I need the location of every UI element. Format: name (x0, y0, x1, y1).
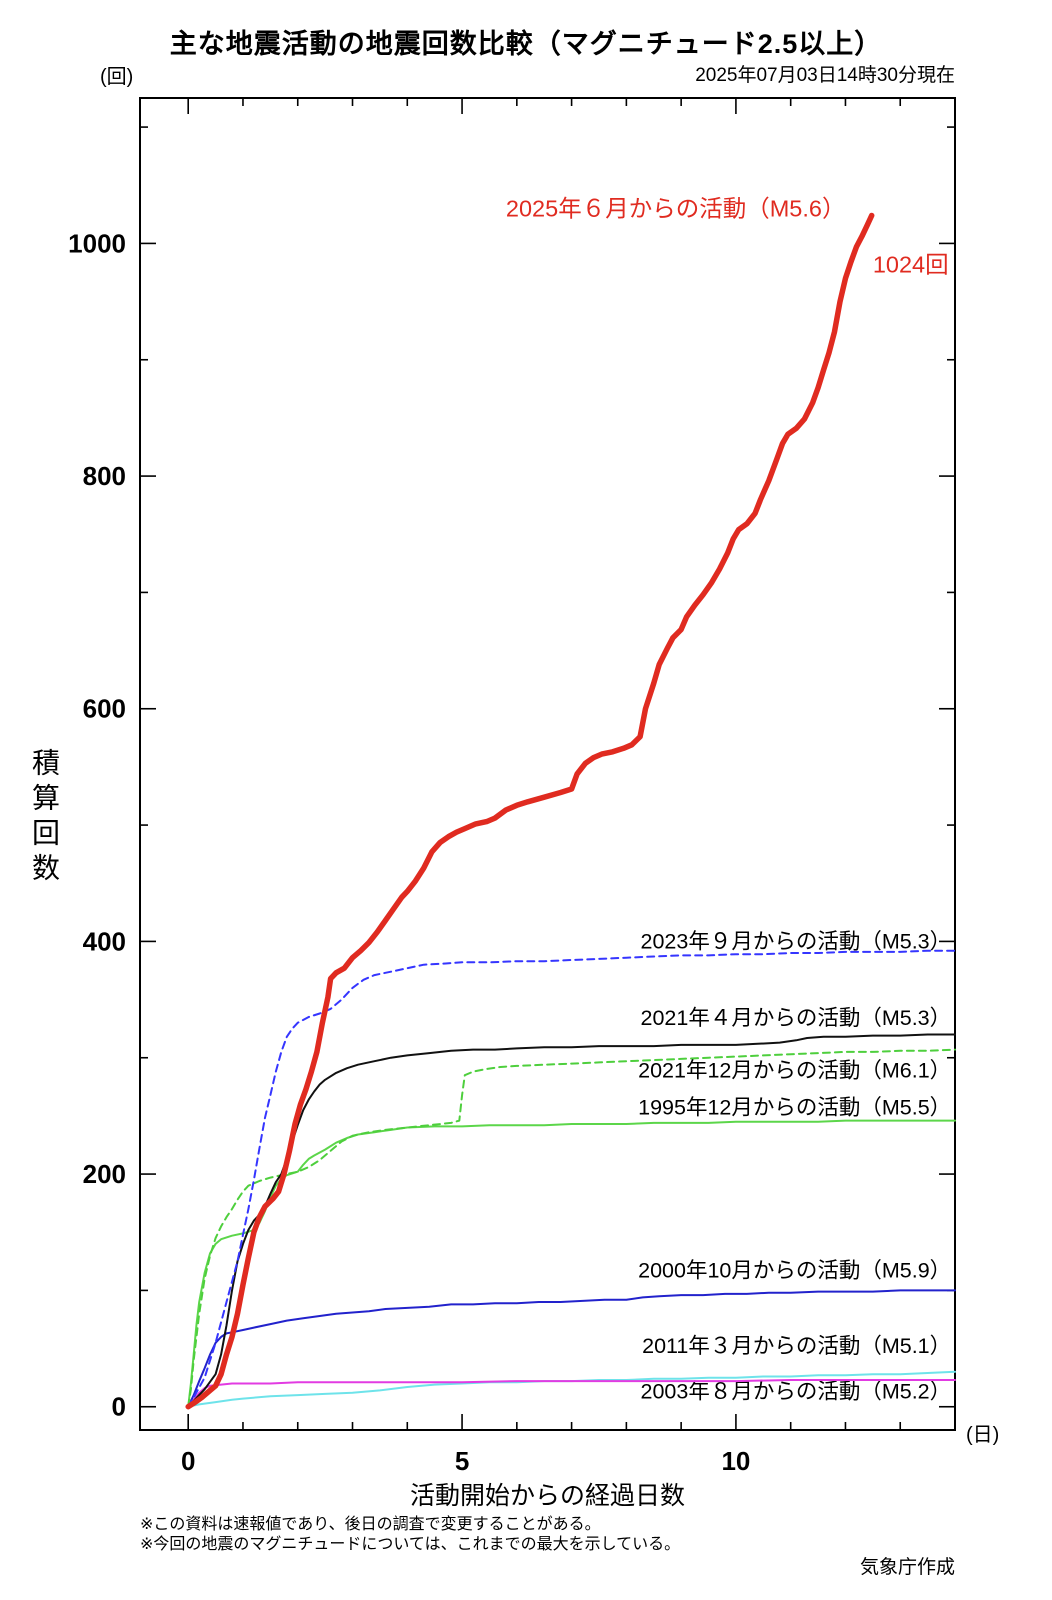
series-line-2000-10 (187, 1289, 956, 1408)
series-line-2021-12 (187, 1048, 956, 1408)
footnote-line-1: ※この資料は速報値であり、後日の調査で変更することがある。 (140, 1516, 601, 1533)
x-tick-label: 5 (455, 1446, 469, 1476)
series-label-2000-10: 2000年10月からの活動（M5.9） (638, 1259, 951, 1283)
y-axis-title: 積算回数 (29, 748, 60, 888)
y-axis-unit-label: (回) (100, 66, 134, 88)
y-tick-label: 0 (112, 1392, 126, 1422)
series-line-1995-12 (187, 1119, 956, 1408)
x-axis-unit-label: (日) (966, 1424, 1000, 1446)
y-tick-label: 800 (83, 461, 126, 491)
series-label-2003-08: 2003年８月からの活動（M5.2） (641, 1380, 952, 1404)
timestamp: 2025年07月03日14時30分現在 (695, 65, 955, 86)
series-line-2023-09 (187, 949, 956, 1408)
series-label-1995-12: 1995年12月からの活動（M5.5） (638, 1096, 951, 1120)
series-label-2021-12: 2021年12月からの活動（M6.1） (638, 1059, 951, 1083)
footnote-line-2: ※今回の地震のマグニチュードについては、これまでの最大を示している。 (140, 1536, 681, 1553)
y-tick-label: 400 (83, 926, 126, 956)
chart-annotation-0: 1024回 (873, 251, 949, 277)
series-line-2025-06 (185, 212, 875, 1410)
y-tick-label: 200 (83, 1159, 126, 1189)
series-line-2021-04 (187, 1033, 956, 1408)
series-label-2021-04: 2021年４月からの活動（M5.3） (641, 1006, 952, 1030)
y-tick-label: 600 (83, 694, 126, 724)
series-label-2023-09: 2023年９月からの活動（M5.3） (641, 929, 952, 953)
y-tick-label: 1000 (68, 228, 126, 258)
credit-label: 気象庁作成 (859, 1557, 955, 1578)
series-label-2025-06: 2025年６月からの活動（M5.6） (506, 196, 846, 222)
plot-frame (139, 97, 956, 1431)
page-title: 主な地震活動の地震回数比較（マグニチュード2.5以上） (169, 29, 883, 59)
x-tick-label: 0 (181, 1446, 195, 1476)
x-axis-title: 活動開始からの経過日数 (409, 1482, 685, 1510)
x-tick-label: 10 (721, 1446, 750, 1476)
series-label-2011-03: 2011年３月からの活動（M5.1） (642, 1334, 951, 1358)
